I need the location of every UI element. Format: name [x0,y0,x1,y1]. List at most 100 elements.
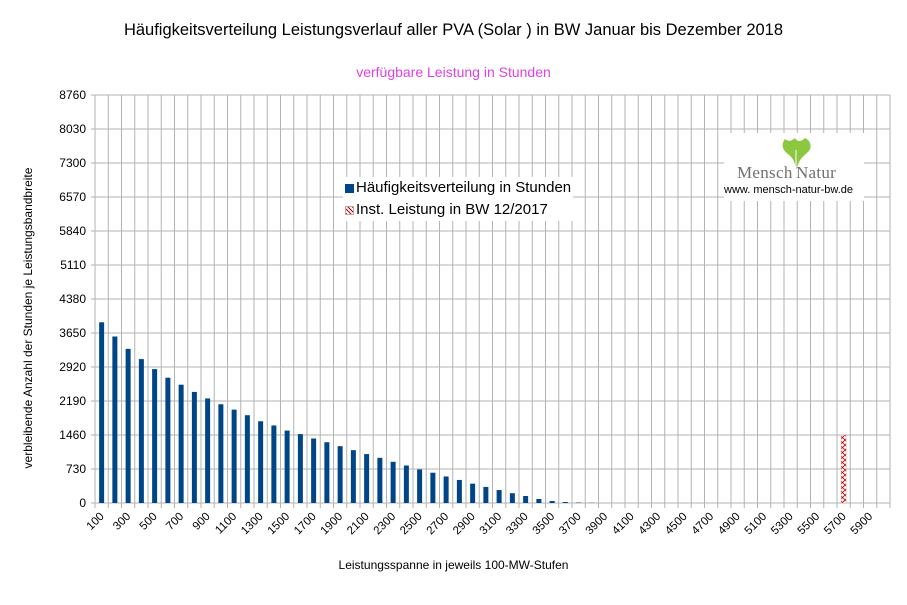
x-tick-label: 1300 [239,511,266,538]
chart-subtitle: verfügbare Leistung in Stunden [356,64,551,80]
bar-frequency-1900 [337,446,343,503]
bar-frequency-900 [205,398,211,503]
bar-frequency-2100 [364,454,370,503]
x-tick-label: 100 [85,511,107,533]
ginkgo-leaf-icon [782,138,811,169]
bar-frequency-2900 [470,483,476,503]
legend: Häufigkeitsverteilung in Stunden Inst. L… [343,177,574,221]
legend-swatch-solid-icon [345,183,354,193]
x-tick-label: 700 [164,511,186,533]
bar-frequency-600 [165,377,171,503]
bar-frequency-2800 [456,479,462,503]
y-tick-label: 8030 [59,122,86,136]
x-axis-label: Leistungsspanne in jeweils 100-MW-Stufen [338,558,569,572]
y-axis-ticks: 0 730 1460 2190 2920 3650 4380 5110 5840 6570 7300… [59,88,86,510]
x-tick-label: 2500 [398,511,425,538]
bars [99,322,847,504]
x-tick-label: 5900 [849,511,876,538]
x-tick-label: 900 [191,511,213,533]
x-tick-label: 5500 [796,511,823,538]
bar-frequency-1100 [231,409,237,503]
x-tick-label: 500 [138,511,160,533]
x-tick-label: 3500 [531,511,558,538]
y-tick-label: 2920 [59,360,86,374]
x-axis-ticks: 100 300 500 700 900 1100 1300 1500 1700 1900 2100 2… [85,511,876,538]
bar-frequency-1800 [324,442,330,503]
x-tick-label: 5700 [822,511,849,538]
logo-word-2: Natur [795,163,837,182]
bar-frequency-3000 [483,486,489,503]
bar-frequency-3200 [509,493,515,503]
logo-url: www. mensch-natur-bw.de [724,184,853,196]
bar-frequency-3500 [549,500,555,503]
bar-frequency-400 [138,359,144,503]
legend-label: Inst. Leistung in BW 12/2017 [356,201,548,218]
bar-frequency-2300 [390,461,396,503]
y-tick-label: 0 [79,496,86,510]
y-tick-label: 8760 [59,88,86,102]
x-tick-label: 4900 [716,511,743,538]
bar-frequency-3100 [496,490,502,503]
x-tick-label: 4500 [663,511,690,538]
bar-frequency-200 [112,336,118,503]
x-tick-label: 1100 [213,511,239,537]
bar-frequency-300 [125,348,131,503]
y-tick-label: 4380 [59,292,86,306]
legend-label: Häufigkeitsverteilung in Stunden [356,179,572,196]
y-tick-label: 2190 [59,394,86,408]
bar-frequency-1400 [271,425,277,503]
bar-frequency-2200 [377,457,383,503]
x-tick-label: 3900 [584,511,611,538]
x-tick-label: 1500 [266,511,293,538]
x-tick-label: 3700 [557,511,584,538]
bar-frequency-100 [99,322,105,503]
grid [91,94,891,508]
bar-frequency-1300 [258,421,264,503]
x-tick-label: 5100 [743,511,770,538]
x-tick-label: 5300 [769,511,796,538]
bar-frequency-2400 [403,465,409,503]
chart-title: Häufigkeitsverteilung Leistungsverlauf a… [123,21,784,39]
bar-frequency-1500 [284,430,290,503]
y-tick-label: 5110 [60,258,86,272]
bar-frequency-3300 [523,496,529,503]
bar-installed-5700 [840,434,847,504]
bar-frequency-2000 [350,450,356,503]
bar-frequency-1700 [311,438,317,503]
x-tick-label: 4300 [637,511,664,538]
logo-word-1: Mensch [737,163,793,182]
x-tick-label: 1700 [292,511,319,538]
bar-frequency-1200 [244,415,250,503]
logo-wordmark: Mensch Natur [737,163,836,183]
bar-frequency-500 [152,369,158,503]
x-tick-label: 2100 [345,511,372,538]
legend-swatch-hatch-icon [345,205,354,215]
bar-frequency-2500 [417,469,423,503]
bar-frequency-1600 [297,434,303,503]
legend-item-frequency: Häufigkeitsverteilung in Stunden [345,177,571,199]
y-tick-label: 730 [66,462,86,476]
y-tick-label: 5840 [59,224,86,238]
bar-frequency-1000 [218,404,224,503]
y-tick-label: 6570 [59,190,86,204]
y-tick-label: 3650 [59,326,86,340]
y-tick-label: 1460 [59,428,86,442]
bar-frequency-700 [178,384,184,503]
x-tick-label: 2900 [451,511,478,538]
x-tick-label: 3300 [504,511,531,538]
bar-frequency-2700 [443,476,449,503]
x-tick-label: 3100 [478,511,505,538]
y-axis-label: verbleibende Anzahl der Stunden je Leist… [21,167,35,469]
y-tick-label: 7300 [59,156,86,170]
x-tick-label: 2700 [425,511,452,538]
x-tick-label: 300 [111,511,133,533]
bar-frequency-2600 [430,472,436,503]
x-tick-label: 4700 [690,511,717,538]
legend-item-installed: Inst. Leistung in BW 12/2017 [345,199,571,221]
x-tick-label: 4100 [610,511,637,538]
mensch-natur-logo: Mensch Natur www. mensch-natur-bw.de [724,133,864,201]
bar-frequency-800 [191,391,197,503]
bar-frequency-3600 [562,502,568,503]
bar-frequency-3400 [536,498,542,503]
